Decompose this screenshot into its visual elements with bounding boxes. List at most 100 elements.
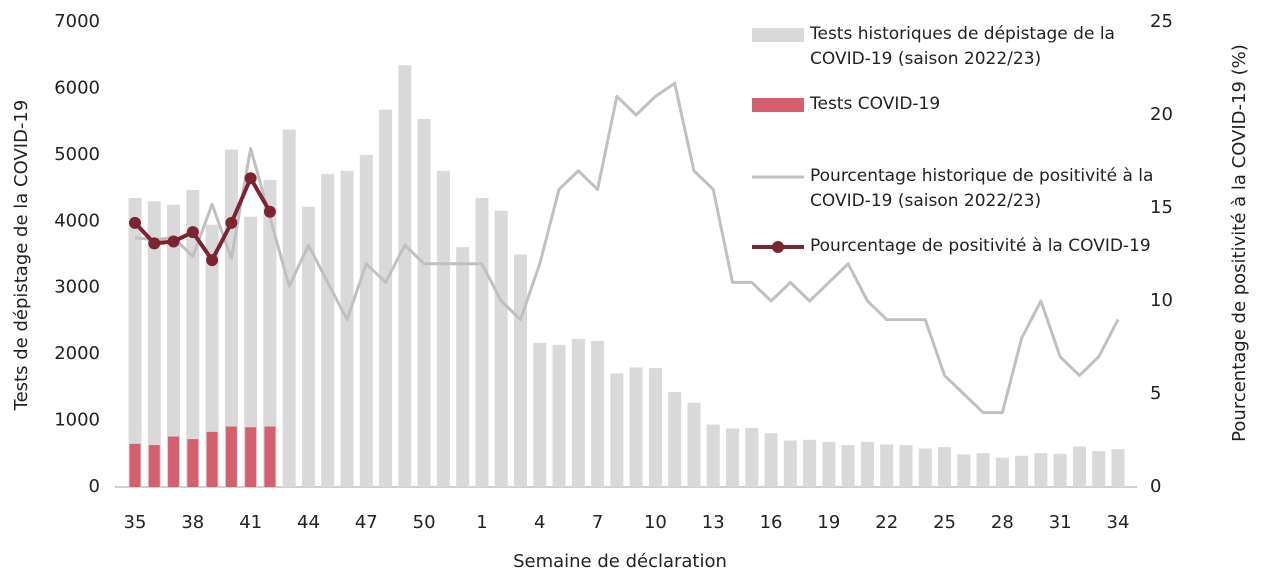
y2-tick-label: 0 — [1150, 476, 1161, 497]
legend-label: Tests COVID-19 — [810, 94, 941, 114]
legend-swatch-svg — [752, 28, 804, 42]
legend-swatch — [752, 164, 804, 188]
bar — [359, 154, 373, 487]
x-tick-label: 28 — [991, 512, 1014, 533]
y-axis-title: Tests de dépistage de la COVID-19 — [11, 100, 32, 412]
x-axis-title: Semaine de déclaration — [513, 551, 727, 572]
y-tick-label: 2000 — [54, 343, 100, 364]
x-tick-label: 7 — [592, 512, 603, 533]
bar — [167, 204, 181, 487]
x-tick-label: 34 — [1107, 512, 1130, 533]
bar — [1053, 453, 1067, 487]
bar — [880, 444, 894, 487]
bar — [129, 443, 141, 487]
marker — [244, 172, 257, 185]
marker — [206, 254, 219, 267]
bar — [205, 224, 219, 487]
legend-item: Tests historiques de dépistage de la COV… — [752, 22, 1182, 72]
bar — [1111, 449, 1125, 487]
bar — [494, 210, 508, 487]
y-tick-label: 0 — [89, 476, 100, 497]
bar — [206, 431, 218, 487]
legend-label: Pourcentage de positivité à la COVID-19 — [810, 236, 1151, 256]
legend-label: Tests historiques de dépistage de la COV… — [810, 24, 1115, 69]
bar — [668, 392, 682, 487]
bar — [1072, 446, 1086, 487]
bar — [379, 109, 393, 487]
bar — [186, 190, 200, 488]
x-tick-label: 25 — [933, 512, 956, 533]
bar — [552, 344, 566, 487]
legend-swatch-svg — [752, 175, 804, 179]
bar — [764, 433, 778, 487]
x-tick-label: 19 — [817, 512, 840, 533]
bar — [1034, 453, 1048, 487]
x-tick-label: 4 — [534, 512, 545, 533]
bar — [225, 426, 237, 487]
bar — [533, 342, 547, 487]
bar — [168, 436, 180, 487]
bar — [263, 180, 277, 487]
marker — [186, 226, 199, 239]
bar — [918, 448, 932, 487]
bar — [687, 402, 701, 487]
bar — [475, 198, 489, 488]
bar — [938, 447, 952, 487]
bar — [648, 368, 662, 487]
legend-swatch — [752, 92, 804, 116]
x-tick-label: 50 — [413, 512, 436, 533]
bar — [841, 445, 855, 487]
y2-axis-title: Pourcentage de positivité à la COVID-19 … — [1229, 44, 1250, 442]
legend-item: Tests COVID-19 — [752, 92, 1182, 117]
bar — [610, 373, 624, 487]
marker — [129, 216, 141, 229]
marker — [263, 205, 276, 218]
bar — [783, 440, 797, 487]
bar — [860, 441, 874, 487]
y-tick-label: 7000 — [54, 11, 100, 32]
legend-rect — [752, 28, 804, 42]
x-tick-label: 22 — [875, 512, 898, 533]
bar — [128, 198, 142, 488]
bar — [726, 428, 740, 487]
y-tick-label: 1000 — [54, 410, 100, 431]
bar — [803, 439, 817, 487]
bar — [245, 427, 257, 487]
bar — [187, 439, 199, 487]
bar — [456, 247, 470, 487]
bar — [745, 427, 759, 487]
x-tick-label: 31 — [1049, 512, 1072, 533]
y2-tick-label: 20 — [1150, 104, 1173, 125]
bar — [244, 216, 258, 487]
bar — [301, 206, 315, 487]
legend-swatch — [752, 22, 804, 46]
bar — [706, 424, 720, 487]
bar — [1092, 451, 1106, 487]
y2-tick-label: 5 — [1150, 383, 1161, 404]
bar — [321, 174, 335, 487]
legend-swatch-svg — [752, 98, 804, 112]
y2-tick-label: 10 — [1150, 290, 1173, 311]
bar — [629, 367, 643, 487]
x-tick-label: 1 — [476, 512, 487, 533]
legend-swatch — [752, 234, 804, 258]
x-tick-label: 41 — [239, 512, 262, 533]
legend-label: Pourcentage historique de positivité à l… — [810, 166, 1154, 211]
marker — [225, 216, 238, 229]
y-tick-label: 3000 — [54, 277, 100, 298]
x-tick-label: 44 — [297, 512, 320, 533]
line — [134, 81, 1120, 415]
x-tick-label: 38 — [181, 512, 204, 533]
bar — [957, 454, 971, 487]
legend-rect — [752, 98, 804, 112]
x-tick-label: 13 — [702, 512, 725, 533]
legend-swatch-svg — [752, 241, 804, 253]
bar — [148, 445, 160, 487]
bar — [282, 129, 296, 487]
y-tick-label: 6000 — [54, 77, 100, 98]
x-tick-label: 10 — [644, 512, 667, 533]
bar — [417, 118, 431, 487]
bar — [976, 453, 990, 487]
bar — [340, 170, 354, 488]
